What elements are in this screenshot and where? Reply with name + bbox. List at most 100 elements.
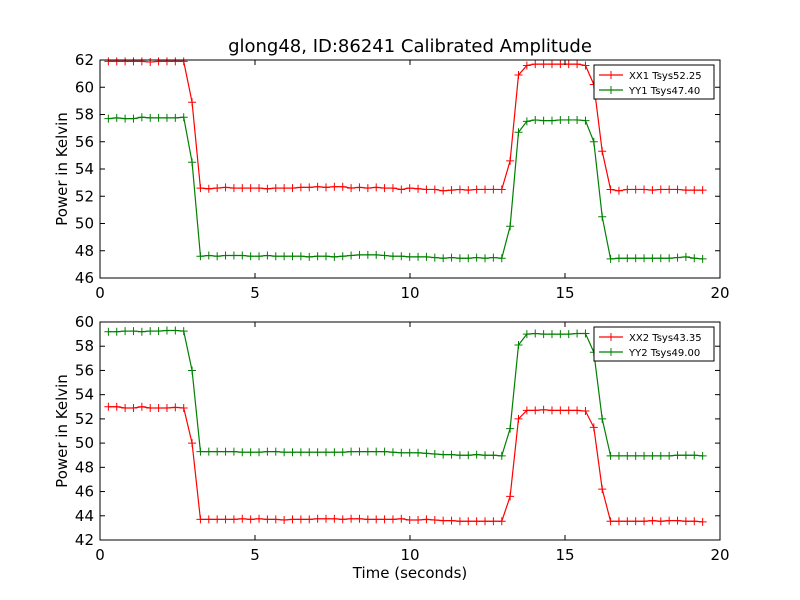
data-point [238, 184, 247, 193]
series-1 [104, 402, 707, 526]
data-point [698, 517, 707, 526]
data-point [514, 70, 523, 79]
data-point [564, 60, 573, 69]
data-point [313, 182, 322, 191]
data-point [112, 113, 121, 122]
data-point [363, 184, 372, 193]
data-point [481, 451, 490, 460]
data-point [497, 185, 506, 194]
data-point [330, 182, 339, 191]
y-tick-label: 56 [75, 133, 94, 151]
data-point [581, 329, 590, 338]
y-tick-label: 60 [75, 313, 94, 331]
data-point [439, 254, 448, 263]
data-point [422, 185, 431, 194]
x-tick-label: 10 [400, 546, 419, 564]
data-point [162, 113, 171, 122]
data-point [556, 60, 565, 69]
data-point [280, 252, 289, 261]
data-point [204, 251, 213, 260]
data-point [221, 447, 230, 456]
data-point [112, 402, 121, 411]
data-point [447, 186, 456, 195]
data-point [631, 451, 640, 460]
data-point [171, 326, 180, 335]
data-point [430, 185, 439, 194]
data-point [539, 60, 548, 69]
data-point [522, 61, 531, 70]
data-point [229, 515, 238, 524]
data-point [246, 448, 255, 457]
data-point [405, 252, 414, 261]
data-point [321, 252, 330, 261]
legend-label: YY1 Tsys47.40 [628, 86, 700, 97]
data-point [681, 186, 690, 195]
data-point [338, 448, 347, 457]
data-point [698, 254, 707, 263]
data-point [179, 327, 188, 336]
x-tick-label: 10 [400, 284, 419, 302]
data-point [330, 514, 339, 523]
data-point [188, 158, 197, 167]
data-point [414, 448, 423, 457]
data-point [179, 57, 188, 66]
data-point [514, 341, 523, 350]
data-point [573, 115, 582, 124]
data-point [656, 254, 665, 263]
data-point [539, 116, 548, 125]
x-tick-label: 20 [710, 546, 729, 564]
data-point [673, 185, 682, 194]
data-point [305, 515, 314, 524]
data-point [690, 254, 699, 263]
data-point [606, 451, 615, 460]
data-point [137, 402, 146, 411]
data-point [556, 406, 565, 415]
data-point [246, 515, 255, 524]
data-point [606, 254, 615, 263]
data-point [255, 514, 264, 523]
data-point [564, 406, 573, 415]
data-point [129, 114, 138, 123]
data-point [288, 448, 297, 457]
x-tick-label: 15 [555, 284, 574, 302]
x-tick-label: 0 [95, 284, 105, 302]
data-point [347, 184, 356, 193]
data-point [196, 184, 205, 193]
data-point [547, 60, 556, 69]
data-point [472, 253, 481, 262]
data-point [556, 115, 565, 124]
data-point [648, 254, 657, 263]
data-point [439, 516, 448, 525]
data-point [221, 183, 230, 192]
data-point [246, 184, 255, 193]
data-point [455, 451, 464, 460]
data-point [573, 406, 582, 415]
data-point [531, 60, 540, 69]
data-point [489, 451, 498, 460]
data-point [589, 423, 598, 432]
data-point [673, 451, 682, 460]
data-point [430, 450, 439, 459]
y-tick-label: 56 [75, 361, 94, 379]
data-point [623, 517, 632, 526]
data-point [547, 330, 556, 339]
data-point [129, 57, 138, 66]
data-point [522, 406, 531, 415]
data-point [581, 61, 590, 70]
data-point [263, 184, 272, 193]
y-axis-label: Power in Kelvin [53, 374, 71, 488]
data-point [321, 183, 330, 192]
data-point [472, 185, 481, 194]
chart-title: glong48, ID:86241 Calibrated Amplitude [228, 36, 592, 57]
y-tick-label: 48 [75, 458, 94, 476]
data-point [414, 184, 423, 193]
data-point [598, 414, 607, 423]
data-point [430, 253, 439, 262]
data-point [455, 517, 464, 526]
data-point [104, 57, 113, 66]
data-point [296, 252, 305, 261]
data-point [623, 185, 632, 194]
legend-marker [607, 86, 615, 94]
y-tick-label: 54 [75, 160, 94, 178]
